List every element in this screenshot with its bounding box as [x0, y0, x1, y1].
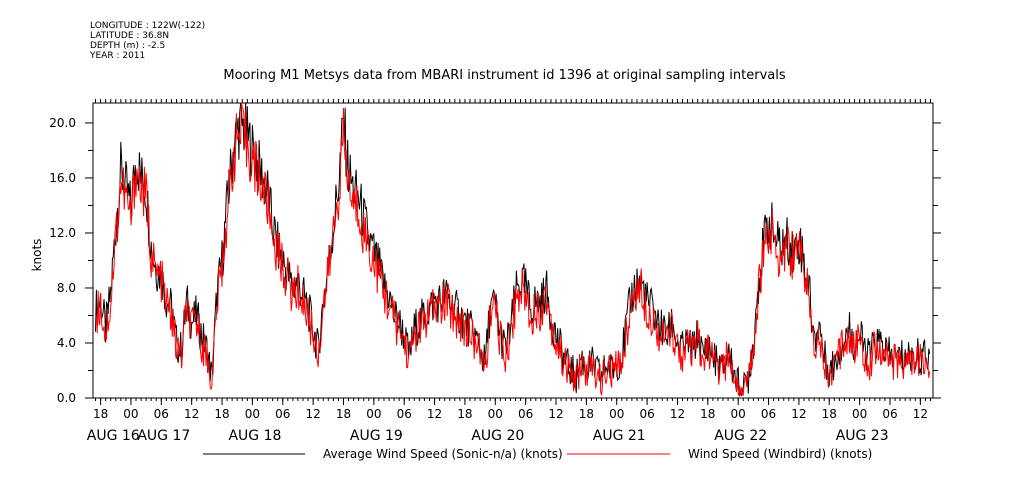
- x-tick-label: 18: [700, 407, 715, 421]
- x-tick-label: 00: [366, 407, 381, 421]
- x-tick-label: 00: [852, 407, 867, 421]
- x-tick-label: 00: [609, 407, 624, 421]
- y-tick-label: 12.0: [49, 226, 76, 240]
- y-tick-label: 0.0: [57, 391, 76, 405]
- y-tick-label: 20.0: [49, 116, 76, 130]
- x-tick-label: 12: [913, 407, 928, 421]
- legend-label-windbird: Wind Speed (Windbird) (knots): [688, 447, 872, 461]
- chart-title: Mooring M1 Metsys data from MBARI instru…: [223, 68, 786, 83]
- y-tick-label: 8.0: [57, 281, 76, 295]
- x-tick-label: 00: [488, 407, 503, 421]
- x-day-label: AUG 17: [137, 428, 190, 444]
- x-day-label: AUG 20: [471, 428, 524, 444]
- x-tick-label: 18: [336, 407, 351, 421]
- x-day-label: AUG 16: [87, 428, 140, 444]
- x-day-label: AUG 21: [593, 428, 646, 444]
- x-tick-label: 12: [670, 407, 685, 421]
- y-axis-label: knots: [30, 239, 44, 272]
- x-tick-label: 12: [427, 407, 442, 421]
- x-tick-label: 06: [154, 407, 169, 421]
- metadata-year: YEAR : 2011: [90, 51, 146, 61]
- x-tick-label: 00: [731, 407, 746, 421]
- x-tick-label: 18: [822, 407, 837, 421]
- series-line-sonic: [95, 102, 931, 397]
- metadata-longitude: LONGITUDE : 122W(-122): [90, 21, 206, 31]
- x-tick-label: 12: [548, 407, 563, 421]
- x-tick-label: 18: [579, 407, 594, 421]
- x-tick-label: 06: [639, 407, 654, 421]
- x-tick-label: 06: [275, 407, 290, 421]
- x-tick-label: 18: [214, 407, 229, 421]
- x-tick-label: 18: [93, 407, 108, 421]
- metadata-latitude: LATITUDE : 36.8N: [90, 31, 170, 41]
- y-tick-label: 16.0: [49, 171, 76, 185]
- x-tick-label: 18: [457, 407, 472, 421]
- metadata-block: LONGITUDE : 122W(-122) LATITUDE : 36.8N …: [90, 21, 205, 61]
- x-tick-label: 06: [518, 407, 533, 421]
- x-tick-label: 06: [397, 407, 412, 421]
- x-tick-label: 06: [882, 407, 897, 421]
- x-tick-label: 12: [305, 407, 320, 421]
- legend: Average Wind Speed (Sonic-n/a) (knots) W…: [203, 447, 872, 461]
- x-tick-label: 06: [761, 407, 776, 421]
- x-day-label: AUG 19: [350, 428, 403, 444]
- legend-label-sonic: Average Wind Speed (Sonic-n/a) (knots): [323, 447, 563, 461]
- x-day-label: AUG 22: [714, 428, 767, 444]
- series-line-windbird: [95, 102, 931, 397]
- x-tick-label: 00: [123, 407, 138, 421]
- x-day-label: AUG 23: [836, 428, 889, 444]
- x-tick-label: 12: [184, 407, 199, 421]
- x-day-label: AUG 18: [228, 428, 281, 444]
- x-tick-label: 12: [791, 407, 806, 421]
- plot-frame: [92, 102, 934, 399]
- metadata-depth: DEPTH (m) : -2.5: [90, 41, 166, 51]
- x-tick-label: 00: [245, 407, 260, 421]
- y-tick-label: 4.0: [57, 336, 76, 350]
